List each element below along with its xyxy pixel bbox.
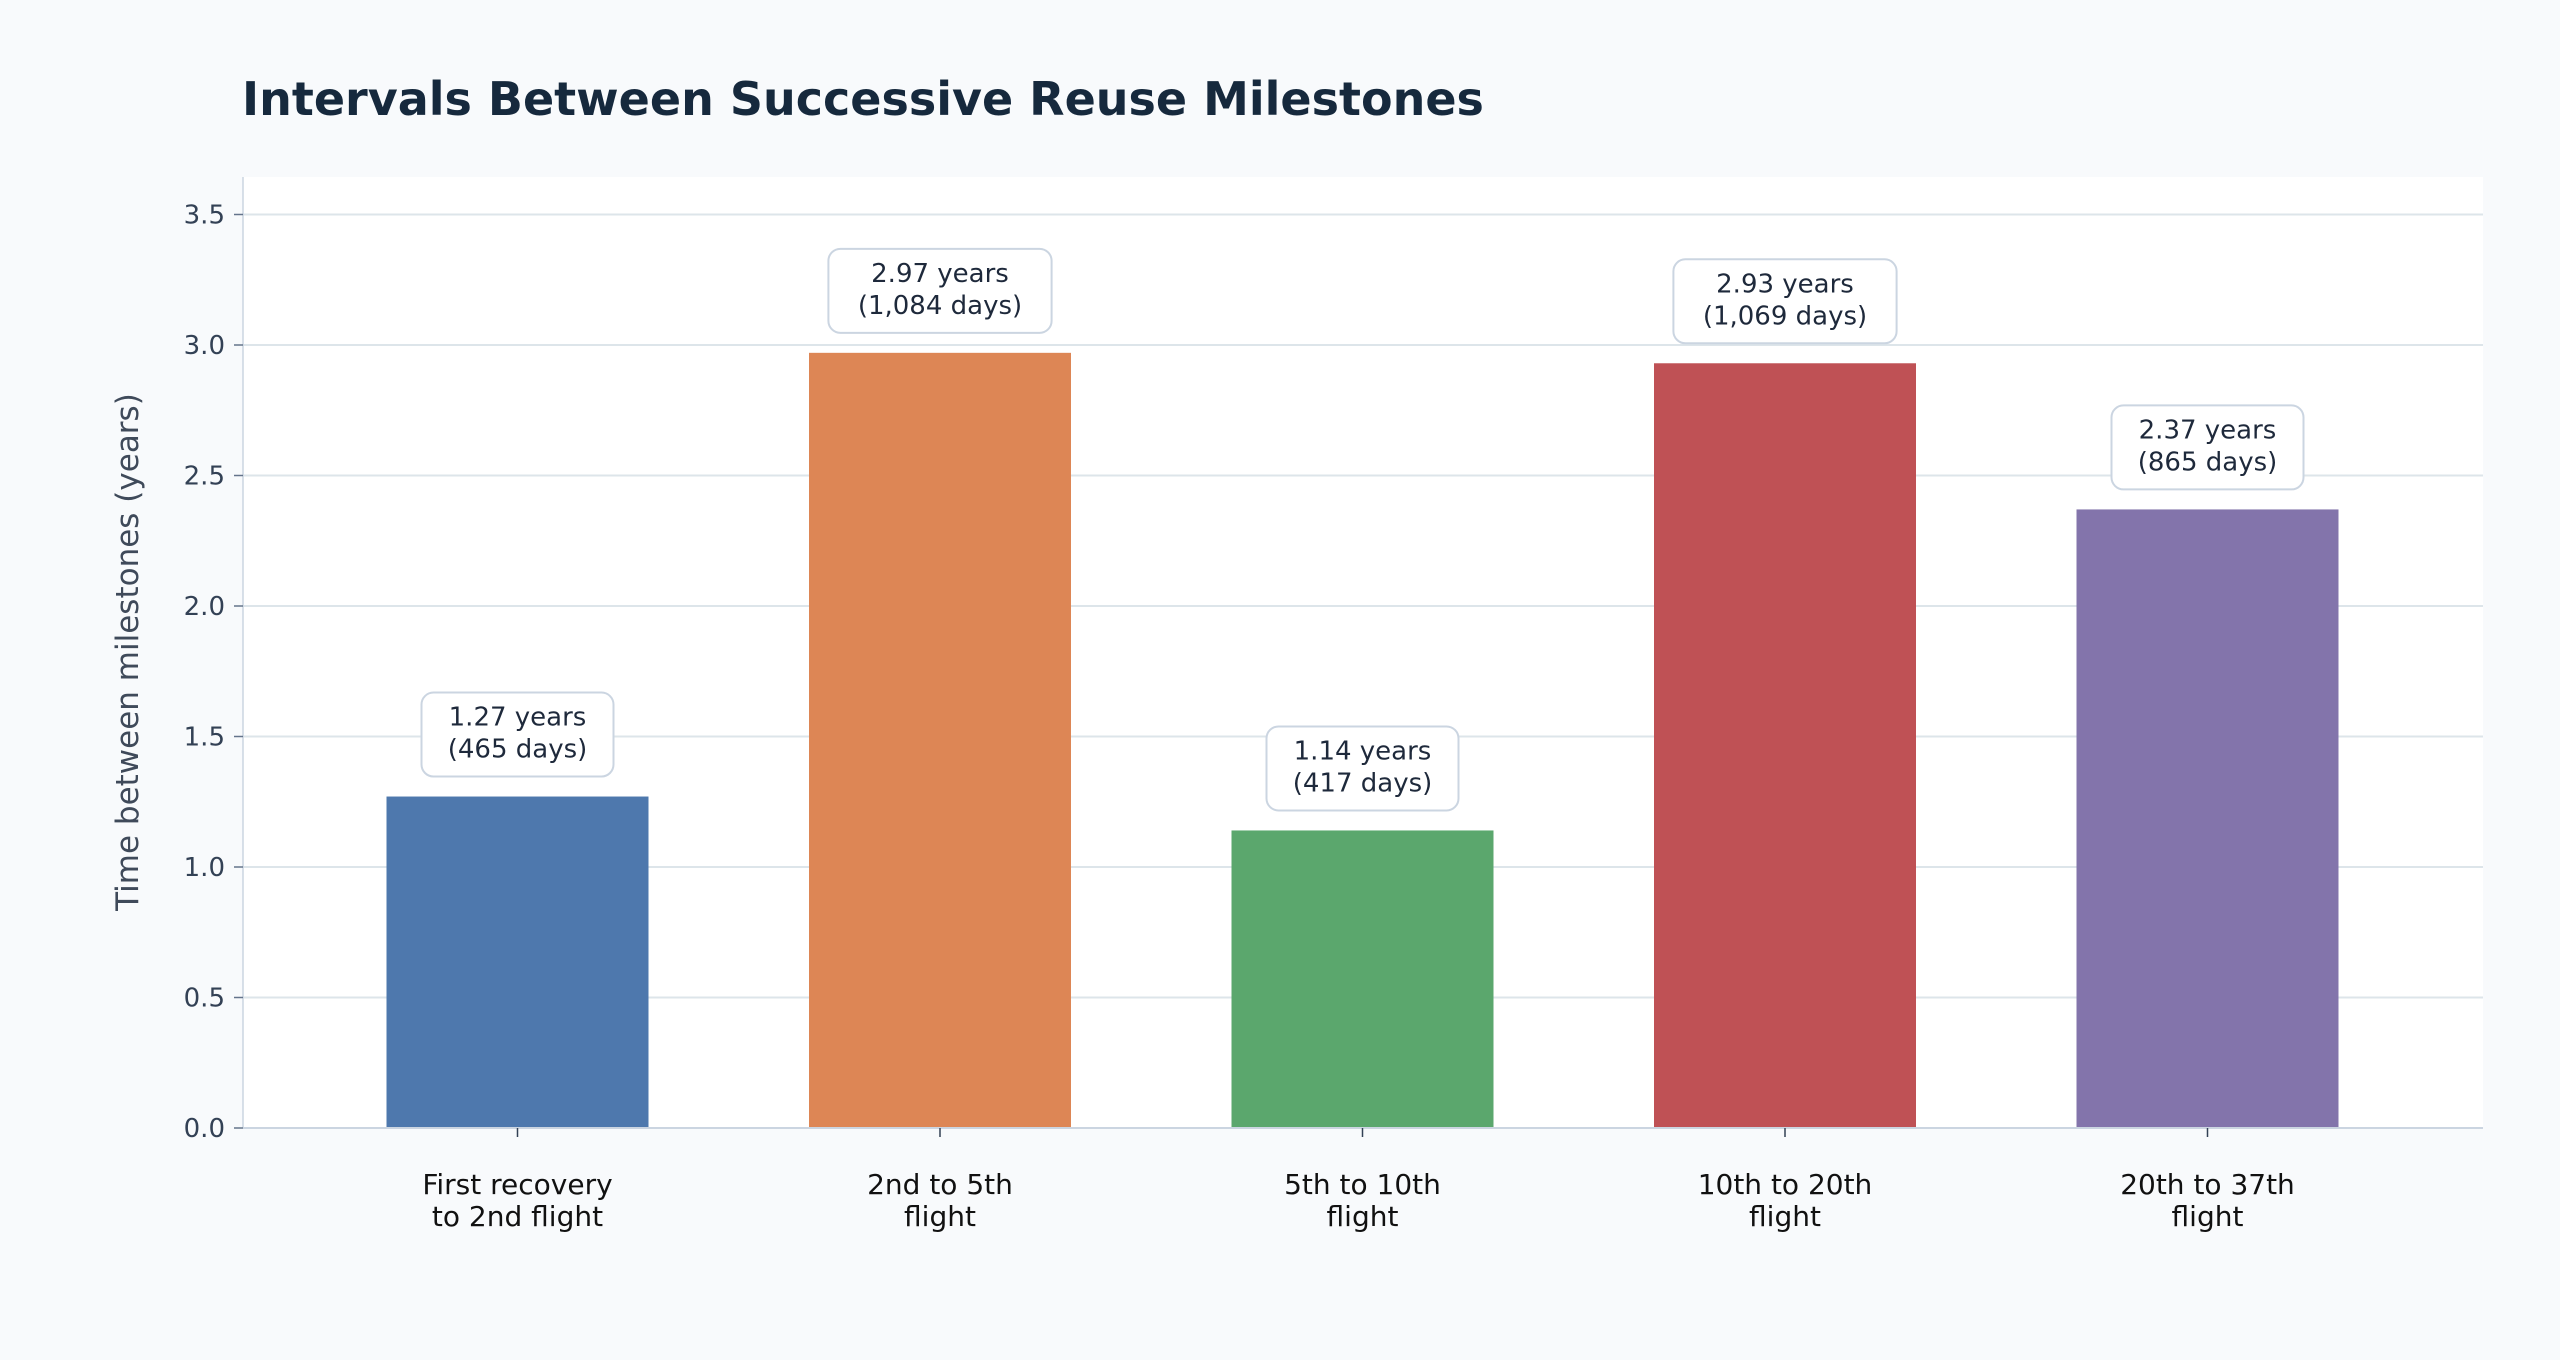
data-label: 2.93 years [1716,269,1854,299]
data-label-box [827,247,1053,334]
data-label: (865 days) [2138,447,2278,477]
y-tick-label: 0.0 [184,1114,225,1144]
y-tick-label: 1.0 [184,853,225,883]
y-tick-label: 3.0 [184,331,225,361]
data-label-box [2110,404,2305,491]
chart-title: Intervals Between Successive Reuse Miles… [242,72,1484,126]
data-label: (417 days) [1293,768,1433,798]
data-label: 1.27 years [449,703,587,733]
data-label: (1,069 days) [1703,301,1867,331]
bar [1654,363,1916,1128]
data-label: 2.37 years [2139,415,2277,445]
x-tick-label: flight [1327,1200,1399,1233]
x-tick-label: 5th to 10th [1284,1168,1441,1201]
data-label: (465 days) [448,735,588,765]
x-tick-label: to 2nd flight [432,1200,603,1233]
data-label-box [1265,725,1460,812]
bar [809,352,1071,1129]
bar [386,796,649,1128]
bars [386,352,2339,1129]
x-tick-label: 20th to 37th [2120,1168,2295,1201]
data-label: 1.14 years [1294,736,1432,766]
x-tick-label: flight [2172,1200,2244,1233]
data-labels: 1.27 years(465 days) 2.97 years(1,084 day… [420,247,2305,812]
y-tick-label: 2.0 [184,592,225,622]
data-label: 2.97 years [871,259,1009,289]
y-tick-label: 2.5 [184,462,225,492]
data-label: (1,084 days) [858,291,1022,321]
x-tick-label: 10th to 20th [1698,1168,1873,1201]
x-tick-label: 2nd to 5th [867,1168,1013,1201]
y-axis-title: Time between milestones (years) [110,393,146,912]
x-tick-label: flight [904,1200,976,1233]
x-tick-label: flight [1749,1200,1821,1233]
y-tick-label: 3.5 [184,201,225,231]
y-tick-labels: 0.0 0.5 1.0 1.5 2.0 2.5 3.0 3.5 [184,201,243,1144]
data-label-box [1672,258,1898,345]
x-tick-label: First recovery [422,1168,612,1201]
bar [2076,509,2339,1128]
data-label-box [420,691,615,778]
y-tick-label: 1.5 [184,723,225,753]
y-tick-label: 0.5 [184,984,225,1014]
bar [1231,830,1494,1128]
